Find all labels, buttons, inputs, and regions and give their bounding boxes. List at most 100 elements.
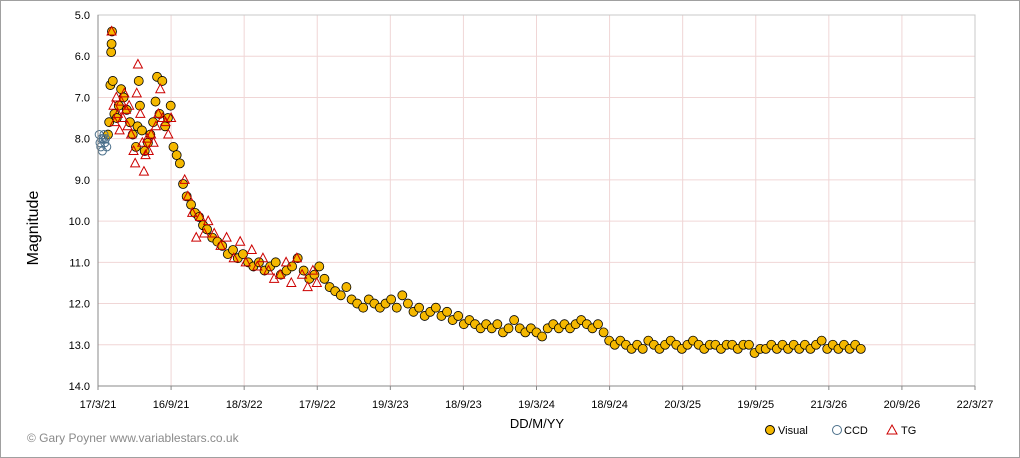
ccd-point — [98, 134, 108, 144]
tg-point — [221, 231, 232, 242]
tg-point — [145, 128, 157, 139]
tg-point — [228, 252, 240, 263]
visual-point — [168, 142, 179, 152]
legend-ccd-marker — [832, 425, 842, 435]
tg-point — [106, 25, 117, 36]
y-tick-label: 14.0 — [69, 381, 90, 393]
tg-point — [123, 99, 135, 110]
x-tick-label: 18/3/22 — [226, 399, 263, 411]
tg-point — [194, 210, 206, 221]
tg-point — [280, 256, 292, 267]
visual-point — [430, 302, 441, 313]
y-tick-label: 8.0 — [75, 134, 90, 146]
visual-point — [391, 302, 402, 313]
y-tick-label: 13.0 — [69, 340, 90, 352]
tg-point — [246, 243, 258, 254]
tg-point — [165, 111, 177, 123]
tg-point — [111, 91, 122, 102]
visual-point — [309, 269, 320, 280]
series-visual — [103, 26, 866, 358]
legend-ccd-label: CCD — [844, 425, 868, 437]
y-tick-label: 7.0 — [75, 92, 90, 104]
data-points — [94, 25, 866, 358]
credit-text: © Gary Poyner www.variablestars.co.uk — [27, 431, 239, 445]
tg-point — [162, 128, 174, 139]
tg-point — [150, 120, 162, 131]
visual-point — [403, 298, 413, 309]
visual-point — [186, 199, 196, 210]
visual-point — [107, 76, 118, 86]
y-tick-label: 12.0 — [69, 299, 90, 311]
ccd-point — [102, 142, 112, 152]
tg-point — [117, 111, 129, 123]
tg-point — [109, 116, 121, 127]
visual-point — [178, 179, 188, 189]
tg-point — [198, 227, 210, 238]
x-tick-label: 19/3/24 — [518, 399, 555, 411]
x-tick-label: 17/9/22 — [299, 399, 336, 411]
visual-point — [816, 335, 827, 346]
tg-point — [302, 280, 313, 292]
visual-point — [397, 290, 408, 301]
visual-point — [492, 319, 503, 330]
visual-point — [137, 125, 147, 136]
legend-visual-label: Visual — [778, 425, 808, 437]
tg-point — [129, 157, 141, 168]
visual-point — [150, 96, 161, 107]
tg-point — [125, 128, 137, 139]
visual-point — [442, 306, 452, 317]
x-tick-label: 21/3/26 — [810, 399, 847, 411]
tg-point — [202, 215, 214, 226]
tg-point — [154, 83, 166, 94]
x-tick-label: 20/3/25 — [664, 399, 701, 411]
tg-point — [115, 95, 127, 106]
tg-point — [138, 165, 150, 176]
tg-point — [274, 268, 286, 279]
tg-point — [132, 58, 144, 69]
tg-point — [296, 268, 308, 279]
tg-point — [186, 206, 198, 217]
x-tick-label: 19/3/23 — [372, 399, 409, 411]
visual-point — [314, 261, 325, 272]
x-tick-label: 20/9/26 — [884, 399, 921, 411]
tg-point — [252, 260, 263, 271]
visual-point — [270, 257, 281, 268]
tg-point — [285, 276, 297, 287]
y-tick-label: 9.0 — [75, 175, 90, 187]
tg-point — [307, 264, 319, 275]
tg-point — [182, 190, 194, 201]
tg-point — [234, 235, 246, 246]
tg-point — [152, 107, 164, 118]
x-tick-label: 22/3/27 — [957, 399, 994, 411]
visual-point — [319, 273, 330, 284]
y-tick-label: 5.0 — [75, 10, 90, 22]
x-tick-label: 17/3/21 — [80, 399, 117, 411]
tg-point — [122, 120, 133, 131]
visual-point — [133, 76, 144, 86]
tg-point — [114, 124, 125, 135]
tg-point — [148, 136, 159, 147]
visual-point — [593, 319, 603, 330]
tg-point — [215, 239, 226, 250]
visual-point — [157, 76, 168, 86]
visual-point — [598, 327, 609, 338]
visual-point — [637, 343, 648, 354]
tg-point — [108, 99, 119, 110]
visual-point — [509, 315, 520, 325]
visual-point — [537, 331, 547, 342]
tg-point — [119, 87, 130, 98]
y-axis-ticks: 5.0 6.0 7.0 8.0 9.0 10.0 11.0 12.0 13.0 14.0 — [69, 10, 90, 393]
visual-point — [106, 38, 117, 49]
series-tg — [106, 25, 323, 292]
y-axis-title: Magnitude — [25, 191, 42, 266]
y-tick-label: 10.0 — [69, 216, 90, 228]
legend: Visual CCD TG — [765, 423, 916, 437]
visual-point — [453, 311, 464, 321]
tg-point — [179, 173, 190, 184]
tg-point — [131, 87, 143, 98]
tg-point — [240, 256, 252, 267]
x-tick-label: 19/9/25 — [737, 399, 774, 411]
tg-point — [311, 276, 323, 287]
visual-point — [171, 150, 182, 161]
tg-point — [135, 107, 146, 118]
